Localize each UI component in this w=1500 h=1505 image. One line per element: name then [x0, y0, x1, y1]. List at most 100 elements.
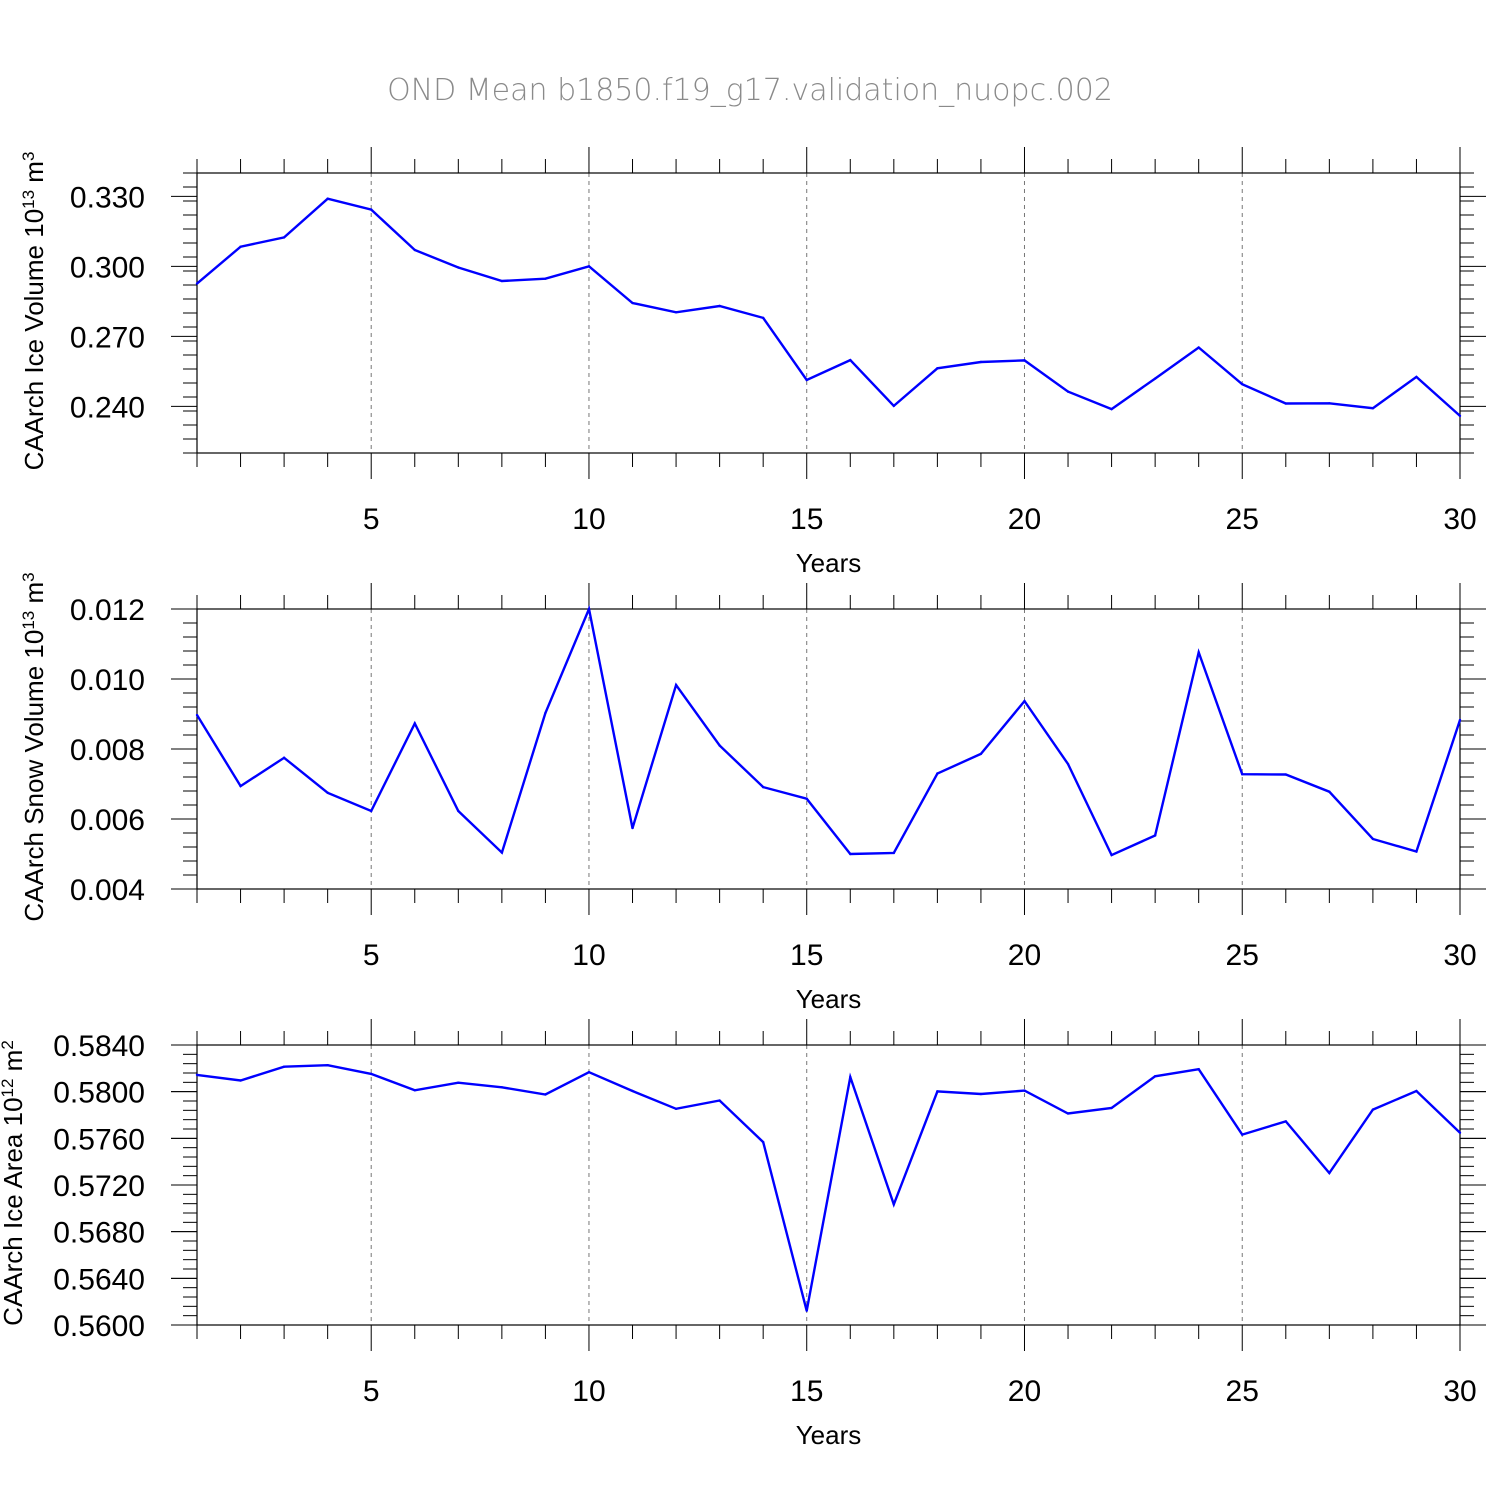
x-tick-label: 20 [1008, 939, 1041, 972]
y-axis-label-part: 2 [0, 1040, 17, 1049]
data-point [674, 683, 678, 687]
data-point [1110, 407, 1113, 411]
data-point [282, 1065, 286, 1068]
data-point [370, 208, 373, 211]
data-point [1458, 1131, 1462, 1134]
data-point [326, 197, 329, 200]
y-axis-label-part: 13 [19, 190, 38, 209]
data-point [631, 301, 634, 305]
data-point [1328, 790, 1331, 793]
data-point [413, 248, 416, 252]
data-point [1023, 359, 1026, 362]
x-tick-label: 20 [1008, 503, 1041, 536]
data-point [239, 1079, 242, 1082]
y-axis-label-part: 13 [19, 611, 38, 630]
data-point [1284, 1120, 1287, 1123]
data-point [1415, 1089, 1418, 1093]
data-point [1458, 718, 1462, 722]
data-point [805, 378, 808, 382]
data-point [1197, 1067, 1200, 1071]
x-tick-label: 25 [1226, 939, 1259, 972]
x-tick-label: 25 [1226, 503, 1259, 536]
chart-title: OND Mean b1850.f19_g17.validation_nuopc.… [387, 73, 1113, 108]
y-tick-label: 0.008 [70, 734, 145, 767]
data-point [457, 1081, 460, 1084]
y-axis-label-part: m [19, 161, 49, 190]
data-point [544, 1093, 547, 1096]
data-point [500, 1086, 504, 1089]
data-point [674, 1107, 678, 1111]
panel-2: 5 10 15 20 25 30 0.004 0.006 0.008 0.010 0.012 Year… [19, 572, 1486, 1014]
x-tick-label: 30 [1443, 1375, 1476, 1408]
data-point [239, 784, 242, 788]
data-point [631, 1089, 634, 1093]
data-point [718, 744, 721, 747]
x-tick-label: 20 [1008, 1375, 1041, 1408]
y-tick-label: 0.5680 [53, 1217, 145, 1250]
plot-frame [196, 172, 1461, 454]
y-tick-label: 0.012 [70, 594, 145, 627]
y-tick-label: 0.240 [70, 391, 145, 424]
x-tick-label: 15 [790, 939, 823, 972]
data-point [1023, 1089, 1026, 1092]
data-point [805, 797, 808, 800]
y-tick-label: 0.5720 [53, 1170, 145, 1203]
data-point [282, 756, 286, 759]
data-point [544, 277, 547, 280]
data-point [1197, 651, 1200, 654]
data-point [326, 791, 329, 794]
series-line [195, 604, 1462, 857]
x-axis-label: Years [796, 1420, 862, 1450]
data-point [1153, 377, 1157, 380]
x-axis-label: Years [796, 984, 862, 1014]
data-point [1371, 837, 1375, 841]
y-tick-label: 0.5640 [53, 1263, 145, 1296]
x-tick-label: 5 [363, 939, 380, 972]
series-line [196, 197, 1461, 417]
data-point [326, 1063, 329, 1067]
data-point [370, 1072, 373, 1076]
y-tick-label: 0.300 [70, 251, 145, 284]
x-tick-label: 15 [790, 1375, 823, 1408]
data-point [1415, 375, 1418, 379]
y-axis-label-part: CAArch Ice Area 10 [0, 1097, 28, 1325]
x-tick-label: 10 [572, 1375, 605, 1408]
data-point [674, 311, 678, 314]
data-point [1153, 1075, 1157, 1078]
y-axis-label-part: CAArch Snow Volume 10 [19, 630, 49, 922]
x-tick-label: 30 [1443, 503, 1476, 536]
data-point [1066, 762, 1070, 766]
data-point [936, 367, 939, 370]
data-point [1066, 390, 1070, 393]
data-point [413, 1089, 416, 1092]
data-point [849, 358, 852, 362]
data-point [1371, 407, 1375, 410]
plot-frame [196, 608, 1461, 890]
data-point [892, 851, 896, 855]
x-axis-label: Years [796, 548, 862, 578]
y-tick-label: 0.5840 [53, 1030, 145, 1063]
x-tick-label: 5 [363, 1375, 380, 1408]
y-tick-label: 0.010 [70, 664, 145, 697]
y-tick-label: 0.5760 [53, 1123, 145, 1156]
data-point [631, 826, 634, 830]
data-point [239, 245, 242, 248]
data-point [1241, 1133, 1244, 1136]
y-tick-label: 0.330 [70, 181, 145, 214]
data-point [1284, 402, 1287, 405]
data-point [1328, 402, 1331, 405]
y-axis-label-part: 12 [0, 1079, 17, 1098]
x-tick-label: 30 [1443, 939, 1476, 972]
data-point [1110, 1106, 1113, 1110]
data-point [1284, 773, 1287, 776]
data-point [761, 316, 765, 320]
data-point [544, 711, 547, 715]
data-point [500, 851, 504, 854]
panel-1: 5 10 15 20 25 30 0.240 0.270 0.300 0.330 Years CAAr… [19, 147, 1486, 578]
data-point [370, 809, 373, 813]
data-point [1241, 773, 1244, 776]
y-tick-label: 0.270 [70, 321, 145, 354]
data-point [849, 852, 852, 856]
y-tick-label: 0.5600 [53, 1310, 145, 1343]
